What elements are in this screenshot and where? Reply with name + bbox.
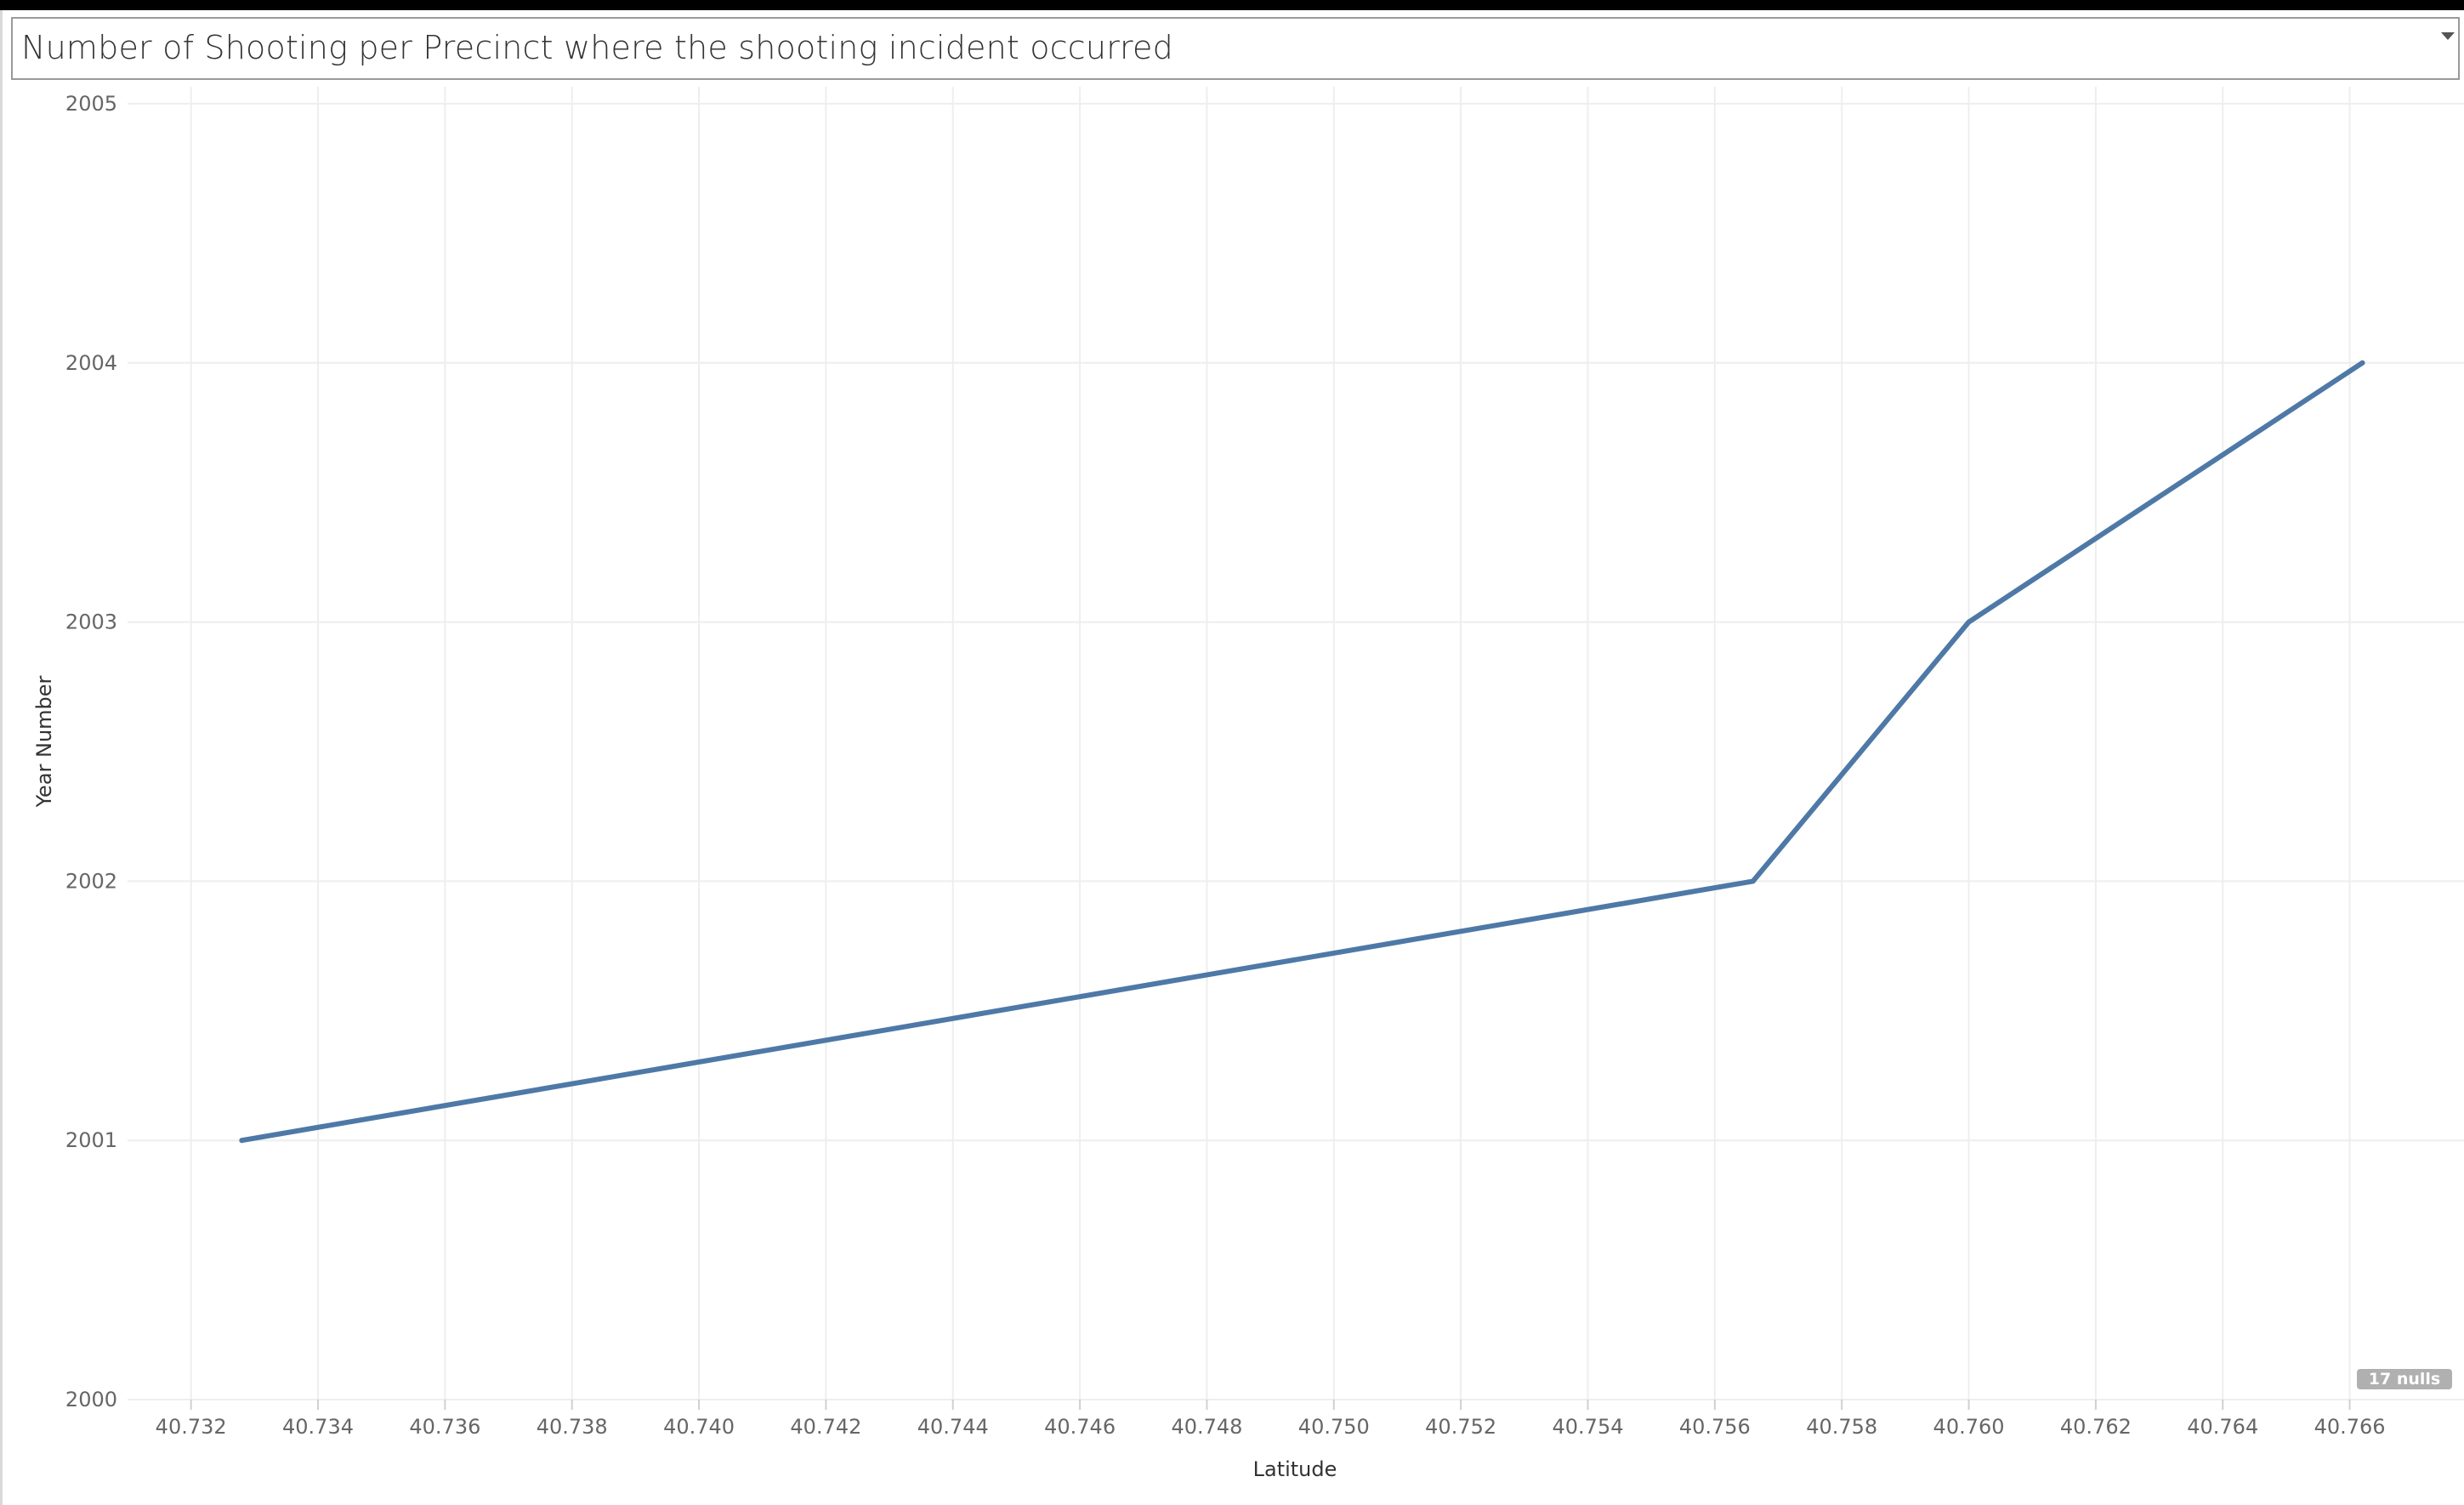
y-axis-ticks: 2000 2001 2002 2003 2004 2005 xyxy=(65,92,117,1411)
x-tick-label: 40.766 xyxy=(2314,1415,2386,1439)
chart-title: Number of Shooting per Precinct where th… xyxy=(21,29,1173,66)
chevron-down-icon[interactable] xyxy=(2441,32,2455,40)
data-point[interactable] xyxy=(239,1138,245,1144)
top-frame-bar xyxy=(0,0,2464,10)
title-box: Number of Shooting per Precinct where th… xyxy=(11,17,2460,80)
nulls-indicator-badge[interactable]: 17 nulls xyxy=(2357,1369,2452,1389)
x-tick-label: 40.758 xyxy=(1806,1415,1877,1439)
data-point[interactable] xyxy=(2359,360,2365,366)
x-tick-label: 40.754 xyxy=(1553,1415,1624,1439)
x-tick-label: 40.732 xyxy=(156,1415,227,1439)
x-tick-label: 40.748 xyxy=(1171,1415,1242,1439)
y-tick-label: 2005 xyxy=(65,92,117,116)
data-point[interactable] xyxy=(1750,878,1756,884)
grid-lines xyxy=(128,87,2464,1400)
series-line[interactable] xyxy=(239,360,2365,1144)
x-tick-label: 40.762 xyxy=(2060,1415,2132,1439)
y-tick-label: 2000 xyxy=(65,1388,117,1411)
x-tick-label: 40.750 xyxy=(1298,1415,1370,1439)
x-tick-label: 40.764 xyxy=(2187,1415,2258,1439)
x-tick-label: 40.756 xyxy=(1679,1415,1751,1439)
x-tick-label: 40.736 xyxy=(409,1415,480,1439)
x-tick-label: 40.760 xyxy=(1933,1415,2005,1439)
x-tick-label: 40.734 xyxy=(282,1415,354,1439)
x-tick-label: 40.738 xyxy=(537,1415,608,1439)
y-tick-label: 2001 xyxy=(65,1128,117,1152)
x-tick-label: 40.746 xyxy=(1044,1415,1116,1439)
x-axis-title: Latitude xyxy=(1253,1457,1337,1481)
x-tick-label: 40.744 xyxy=(917,1415,989,1439)
x-tick-label: 40.740 xyxy=(663,1415,735,1439)
y-tick-label: 2004 xyxy=(65,351,117,375)
y-tick-label: 2002 xyxy=(65,869,117,893)
y-axis-title: Year Number xyxy=(32,675,56,808)
y-tick-label: 2003 xyxy=(65,611,117,634)
x-tick-label: 40.742 xyxy=(790,1415,861,1439)
x-axis-ticks: 40.732 40.734 40.736 40.738 40.740 40.742 40.7… xyxy=(156,1400,2386,1439)
series-layer xyxy=(239,360,2365,1144)
data-point[interactable] xyxy=(1966,619,1972,625)
left-frame-edge xyxy=(0,10,3,1505)
x-tick-label: 40.752 xyxy=(1425,1415,1496,1439)
